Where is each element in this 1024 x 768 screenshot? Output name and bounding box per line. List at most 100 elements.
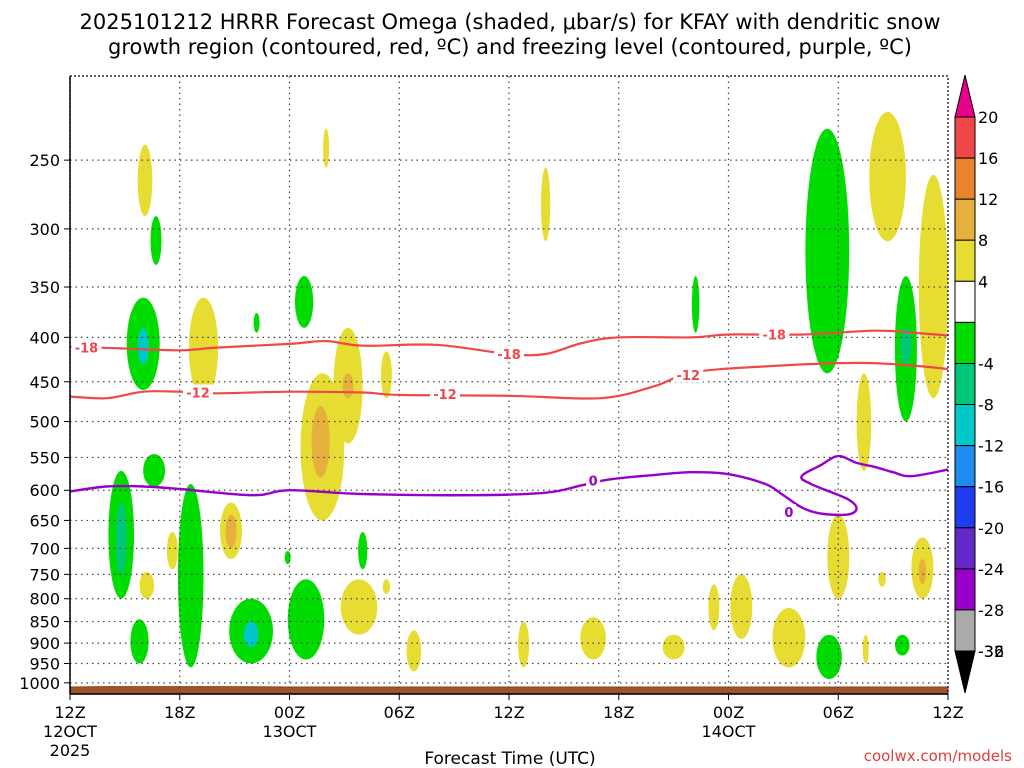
- colorbar-band-5: [954, 280, 976, 323]
- omega-ascent-region-12: [287, 579, 325, 660]
- colorbar-band-8: [954, 404, 976, 447]
- y-tick-label-250: 250: [29, 151, 60, 170]
- dendritic-contour--18: [69, 329, 949, 357]
- omega-descent-region-33: [139, 571, 155, 599]
- omega-descent-region-35: [382, 579, 391, 594]
- colorbar-band-13: [954, 609, 976, 652]
- omega-descent-region-46: [918, 174, 949, 399]
- colorbar-label-2: 12: [978, 190, 998, 209]
- omega-descent-region-32: [166, 531, 178, 570]
- contour-label-18b: -18: [497, 348, 521, 363]
- credit-text: coolwx.com/models: [864, 747, 1012, 765]
- colorbar-band-12: [954, 568, 976, 611]
- colorbar-label-11: -24: [978, 560, 1004, 579]
- contour-label-12a-bg: [183, 384, 214, 400]
- colorbar-label-12: -28: [978, 601, 1004, 620]
- colorbar-cap-top: [954, 74, 976, 118]
- chart-title-line2: growth region (contoured, red, ºC) and f…: [108, 35, 912, 59]
- y-tick-label-700: 700: [29, 539, 60, 558]
- omega-descent-region-40: [708, 584, 720, 631]
- omega-descent-region-21: [137, 144, 153, 217]
- omega-ascent-region-11: [243, 621, 259, 648]
- colorbar-band-4: [954, 239, 976, 282]
- contour-label-12b-bg: [429, 386, 460, 402]
- contour-label-18c-bg: [759, 326, 790, 342]
- colorbar-label-8: -12: [978, 437, 1004, 456]
- y-tick-label-1000: 1000: [19, 674, 60, 693]
- omega-ascent-region-6: [115, 502, 127, 575]
- contour-label-18c: -18: [762, 329, 786, 344]
- freezing-level-contour: [69, 454, 949, 517]
- omega-descent-region-34: [340, 579, 378, 635]
- omega-descent-region-50: [878, 571, 886, 587]
- y-tick-label-300: 300: [29, 220, 60, 239]
- omega-ascent-region-8: [130, 619, 149, 664]
- contour-label-12c: -12: [677, 369, 701, 384]
- colorbar-band-1: [954, 116, 976, 159]
- omega-descent-region-29: [380, 351, 392, 399]
- y-tick-label-900: 900: [29, 634, 60, 653]
- colorbar-label-13: -32: [978, 642, 1004, 661]
- omega-descent-region-31: [225, 514, 237, 549]
- colorbar: 20 16 12 8 4 -4 -8 -12 -16 -20 -24 -28 -32-36: [954, 74, 1004, 694]
- x-tick-year-0: 2025: [50, 741, 91, 760]
- omega-descent-region-37: [518, 621, 530, 668]
- chart-title-line1: 2025101212 HRRR Forecast Omega (shaded, …: [79, 10, 940, 34]
- omega-descent-region-36: [406, 630, 422, 672]
- colorbar-label-0: 20: [978, 108, 998, 127]
- colorbar-label-7: -8: [978, 396, 994, 415]
- contour-label-18b-bg: [494, 345, 524, 361]
- omega-descent-region-44: [856, 373, 872, 471]
- x-tick-date-6: 14OCT: [702, 722, 756, 741]
- y-tick-label-400: 400: [29, 328, 60, 347]
- y-tick-label-850: 850: [29, 613, 60, 632]
- omega-ascent-region-16: [805, 128, 850, 374]
- omega-ascent-region-15: [691, 276, 700, 333]
- colorbar-label-14: -36: [978, 642, 1004, 661]
- x-tick-label-8: 12Z: [932, 703, 963, 722]
- dendritic-contour--12: [69, 361, 949, 400]
- colorbar-band-10: [954, 486, 976, 529]
- axes: 250 300 350 400 450 500 550 600 650 700 750 800 850 9…: [19, 75, 964, 760]
- omega-descent-region-22: [323, 128, 330, 168]
- colorbar-band-6: [954, 321, 976, 364]
- omega-descent-region-42: [772, 608, 806, 668]
- contour-label-0a-bg: [586, 472, 601, 488]
- gridlines: [70, 76, 948, 694]
- y-tick-label-350: 350: [29, 278, 60, 297]
- x-tick-label-4: 12Z: [493, 703, 524, 722]
- colorbar-band-11: [954, 527, 976, 570]
- omega-ascent-region-19: [816, 634, 842, 680]
- omega-ascent-region-7: [143, 454, 166, 487]
- y-tick-label-750: 750: [29, 565, 60, 584]
- colorbar-label-4: 4: [978, 272, 988, 291]
- y-tick-label-450: 450: [29, 373, 60, 392]
- x-tick-label-5: 18Z: [603, 703, 634, 722]
- y-tick-label-500: 500: [29, 412, 60, 431]
- omega-descent-region-48: [918, 558, 927, 585]
- omega-descent-region-43: [827, 514, 850, 599]
- colorbar-label-6: -4: [978, 355, 994, 374]
- x-tick-label-1: 18Z: [164, 703, 195, 722]
- omega-ascent-region-20: [895, 634, 910, 656]
- colorbar-band-9: [954, 445, 976, 488]
- x-tick-label-0: 12Z: [54, 703, 85, 722]
- y-tick-label-600: 600: [29, 481, 60, 500]
- x-tick-label-6: 00Z: [713, 703, 744, 722]
- omega-descent-region-41: [730, 574, 753, 639]
- x-axis-label: Forecast Time (UTC): [424, 749, 595, 768]
- x-tick-date-2: 13OCT: [263, 722, 317, 741]
- omega-shading: [108, 111, 949, 680]
- colorbar-label-10: -20: [978, 519, 1004, 538]
- contour-label-18a-bg: [71, 339, 102, 355]
- contour-label-12a: -12: [186, 387, 210, 402]
- x-tick-label-2: 00Z: [274, 703, 305, 722]
- x-tick-label-7: 06Z: [823, 703, 854, 722]
- colorbar-band-7: [954, 363, 976, 406]
- y-tick-label-650: 650: [29, 511, 60, 530]
- contour-label-0a: 0: [589, 475, 598, 490]
- omega-descent-region-39: [662, 634, 685, 660]
- contour-label-18a: -18: [75, 342, 99, 357]
- omega-descent-region-23: [541, 167, 551, 242]
- colorbar-label-3: 8: [978, 231, 988, 250]
